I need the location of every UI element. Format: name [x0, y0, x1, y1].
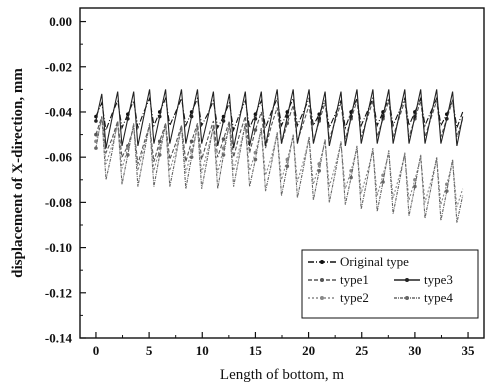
legend-marker — [320, 296, 324, 300]
x-tick-label: 0 — [93, 343, 100, 358]
data-point — [94, 146, 98, 150]
data-point — [94, 132, 98, 137]
legend-label: type1 — [340, 272, 369, 287]
data-point — [317, 168, 322, 173]
data-point — [381, 180, 385, 184]
series-line — [95, 116, 464, 223]
data-point — [253, 157, 258, 162]
x-tick-label: 5 — [146, 343, 153, 358]
data-point — [413, 184, 417, 189]
y-tick-label: 0.00 — [49, 14, 72, 29]
series-line — [95, 89, 464, 149]
data-point — [189, 114, 194, 119]
x-tick-label: 25 — [355, 343, 369, 358]
data-point — [381, 114, 385, 119]
data-point — [221, 119, 226, 123]
ticks-layer: 0 5 10 15 20 25 30 35 0.00 -0.02 -0.04 -0.06 -0.08 -0… — [45, 14, 475, 358]
data-point — [126, 116, 130, 121]
data-point — [317, 116, 322, 121]
x-tick-label: 20 — [302, 343, 315, 358]
x-tick-label: 10 — [196, 343, 209, 358]
data-point — [189, 139, 194, 144]
y-tick-label: -0.14 — [45, 331, 73, 346]
y-tick-label: -0.06 — [45, 150, 73, 165]
data-point — [221, 153, 226, 157]
data-point — [444, 182, 449, 187]
legend-label: type4 — [424, 290, 453, 305]
data-point — [444, 189, 449, 193]
x-tick-label: 35 — [462, 343, 476, 358]
data-point — [189, 155, 194, 159]
y-tick-label: -0.04 — [45, 104, 73, 119]
data-point — [444, 116, 449, 121]
x-tick-label: 30 — [408, 343, 421, 358]
series-layer — [94, 89, 464, 223]
y-axis-title: displacement of X-direction, mm — [10, 68, 26, 278]
y-tick-label: -0.08 — [45, 195, 73, 210]
data-point — [349, 114, 353, 119]
x-axis-title: Length of bottom, m — [220, 367, 344, 383]
data-point — [253, 116, 258, 121]
data-point — [126, 153, 130, 157]
data-point — [413, 114, 417, 119]
data-point — [157, 153, 162, 157]
legend-marker — [320, 260, 324, 264]
legend-marker — [320, 278, 324, 282]
data-point — [253, 128, 258, 132]
data-point — [285, 114, 290, 119]
legend-marker — [405, 296, 409, 300]
data-point — [285, 157, 290, 162]
y-tick-label: -0.12 — [45, 285, 72, 300]
legend-label: Original type — [340, 254, 409, 269]
data-point — [94, 119, 98, 123]
y-tick-label: -0.02 — [45, 59, 72, 74]
y-tick-label: -0.10 — [45, 240, 72, 255]
legend: Original type type1 type3 type2 type4 — [301, 249, 479, 319]
data-point — [285, 164, 290, 169]
legend-marker — [405, 278, 409, 282]
x-tick-label: 15 — [249, 343, 263, 358]
legend-label: type3 — [424, 272, 453, 287]
legend-label: type2 — [340, 290, 369, 305]
data-point — [349, 175, 353, 180]
data-point — [221, 137, 226, 141]
data-point — [157, 114, 162, 119]
data-point — [157, 139, 162, 144]
series-line — [95, 100, 464, 165]
